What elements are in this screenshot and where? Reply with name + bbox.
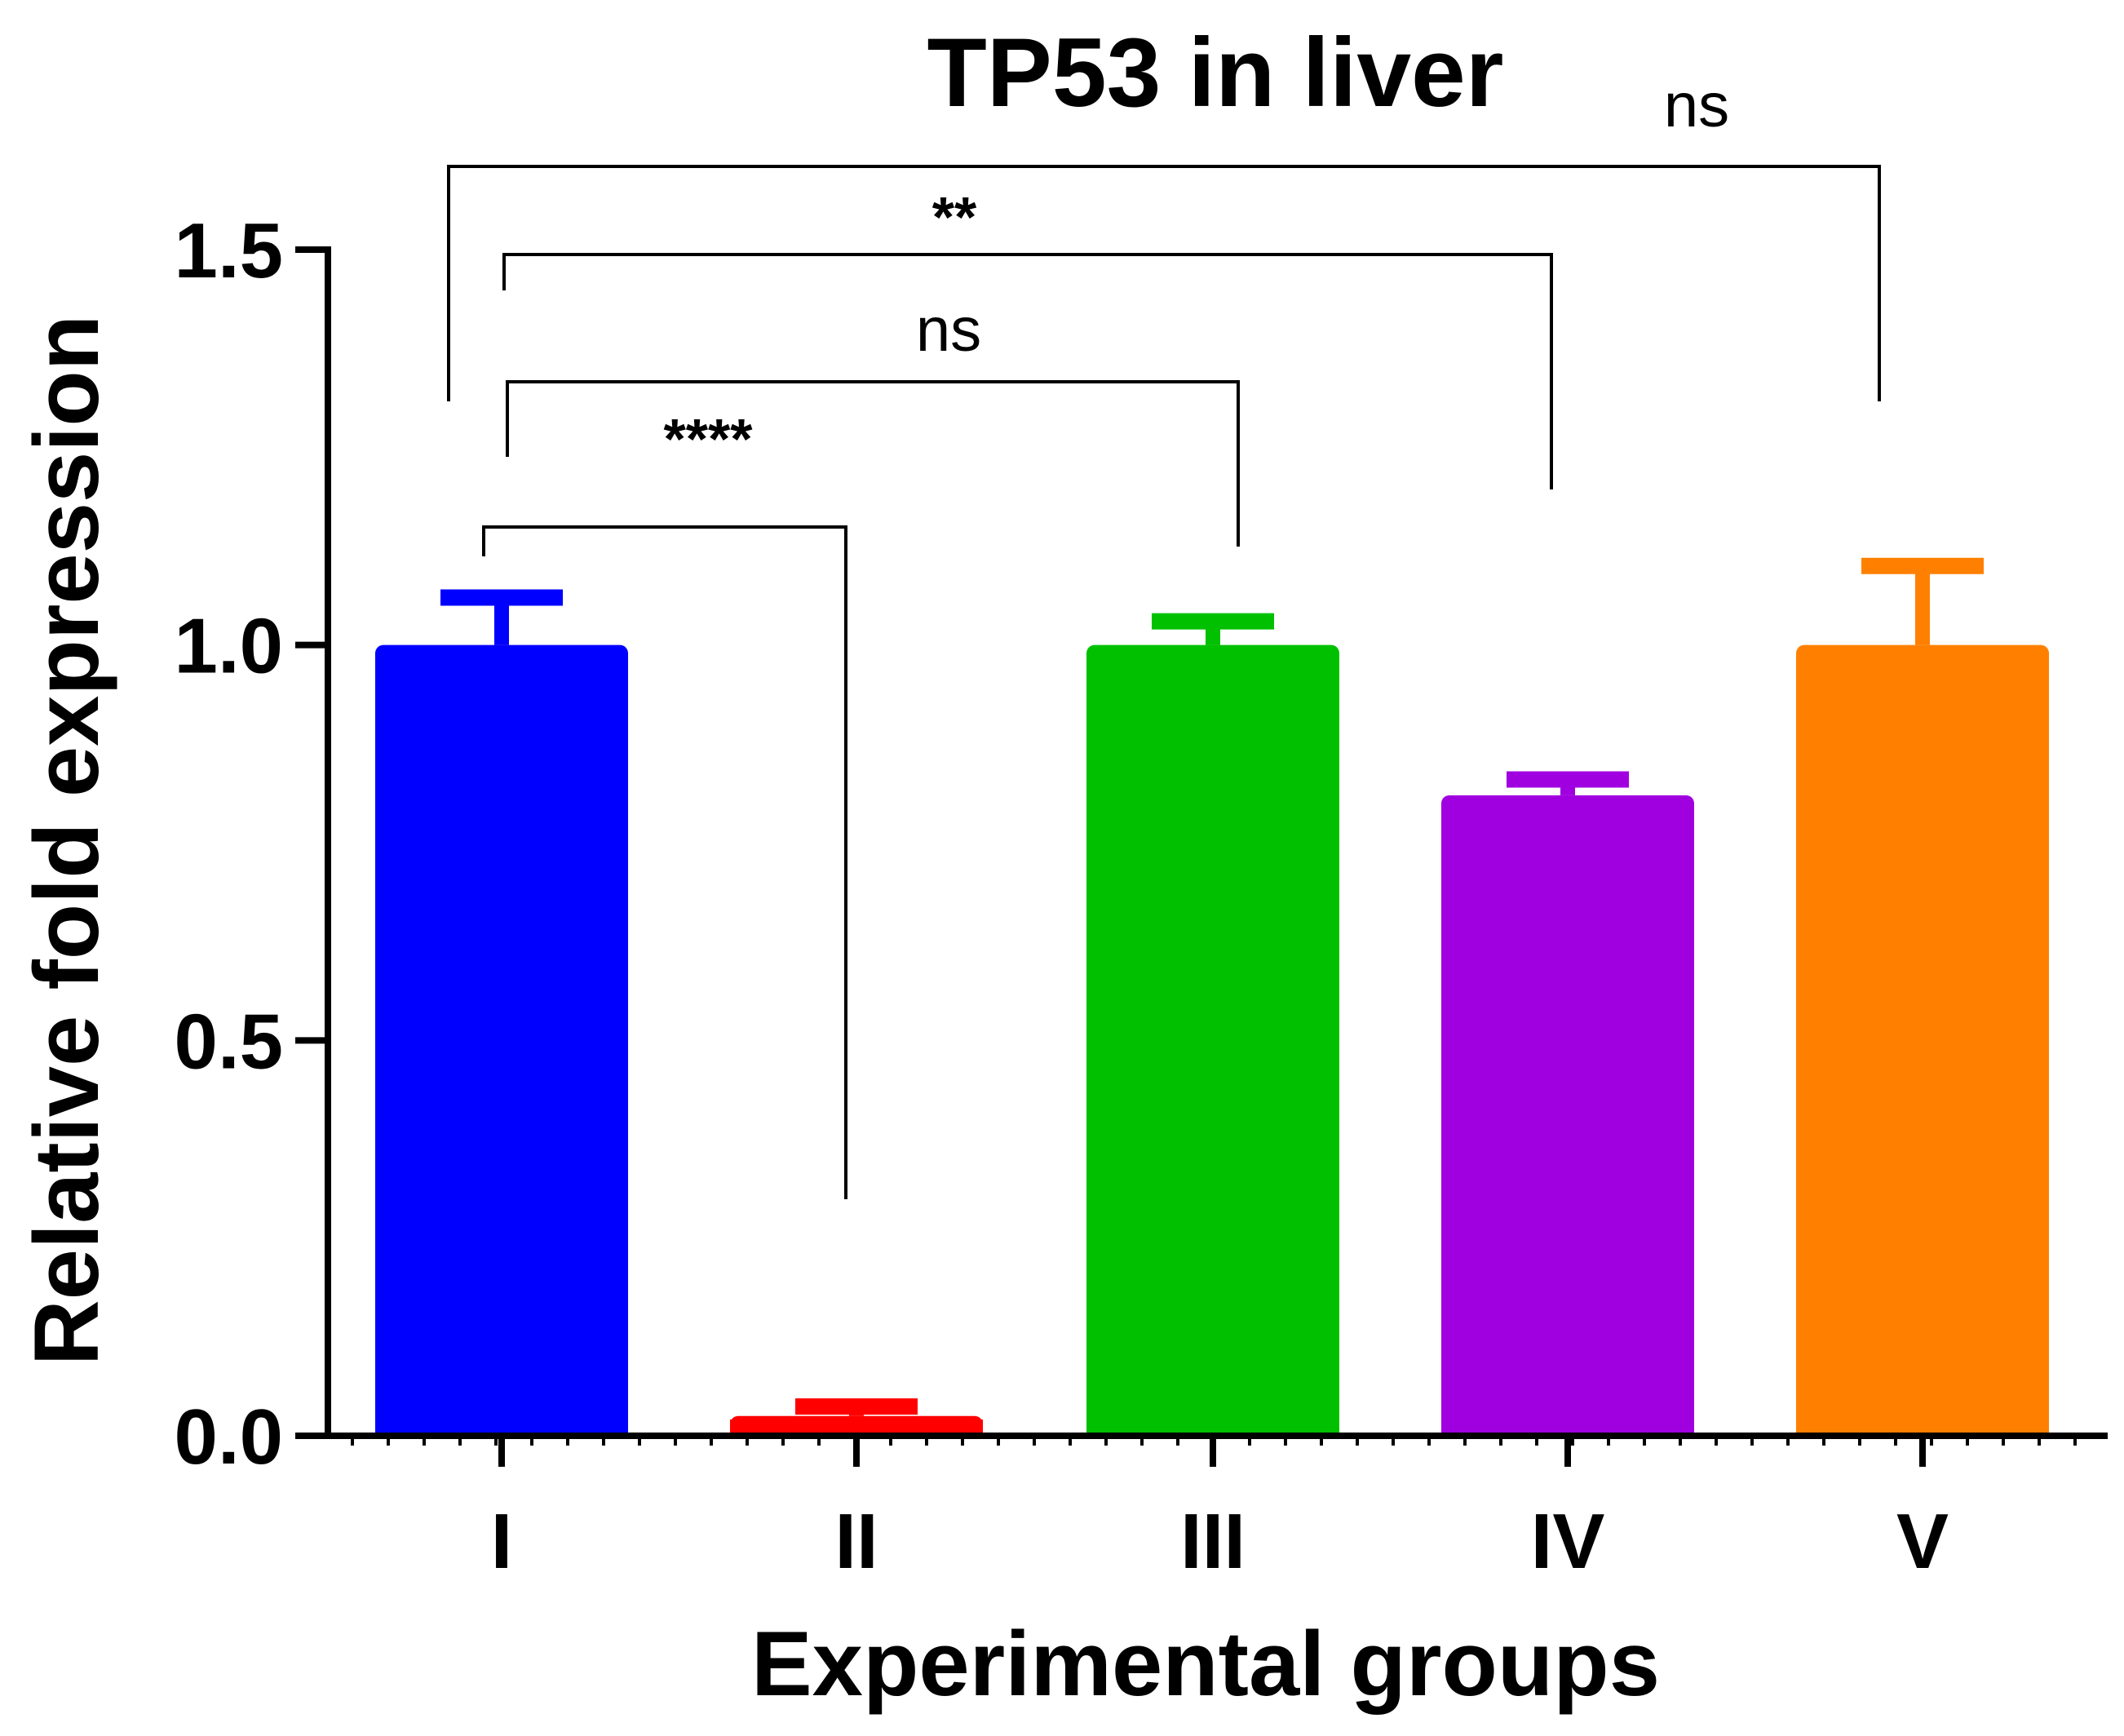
bar-IV [1441,795,1694,1436]
bars-layer [375,557,2049,1436]
x-tick-label-IV: IV [1531,1498,1605,1585]
significance-bracket-I-V [447,165,1881,401]
x-tick-label-II: II [834,1498,878,1585]
significance-bracket-I-II [482,525,847,1199]
y-tick-label: 1.5 [175,207,283,294]
y-tick-label: 0.5 [175,998,283,1085]
significance-label-I-V: ns [1664,71,1729,140]
x-tick-label-I: I [491,1498,513,1585]
bar-base-V [1796,1419,2049,1436]
bar-base-II [730,1419,983,1436]
y-tick-label: 1.0 [175,603,283,690]
chart-title: TP53 in liver [927,18,1504,127]
x-tick-label-V: V [1896,1498,1949,1585]
bar-base-IV [1441,1419,1694,1436]
bar-III [1086,644,1339,1436]
y-axis-label: Relative fold expression [15,315,117,1366]
bar-V [1796,644,2049,1436]
significance-bracket-I-III [506,380,1240,547]
axes-layer: 0.00.51.01.5I II III IV V [175,207,2108,1585]
bar-I [375,644,628,1436]
bar-base-I [375,1419,628,1436]
x-tick-label-III: III [1180,1498,1246,1585]
bar-base-III [1086,1419,1339,1436]
significance-layer: **** ns ** ns [447,71,1881,1199]
significance-bracket-I-IV [502,253,1553,489]
y-tick-label: 0.0 [175,1393,283,1481]
x-axis-label: Experimental groups [751,1613,1660,1715]
significance-label-I-IV: ** [932,185,977,249]
significance-label-I-II: **** [664,407,754,471]
significance-label-I-III: ns [916,295,981,365]
